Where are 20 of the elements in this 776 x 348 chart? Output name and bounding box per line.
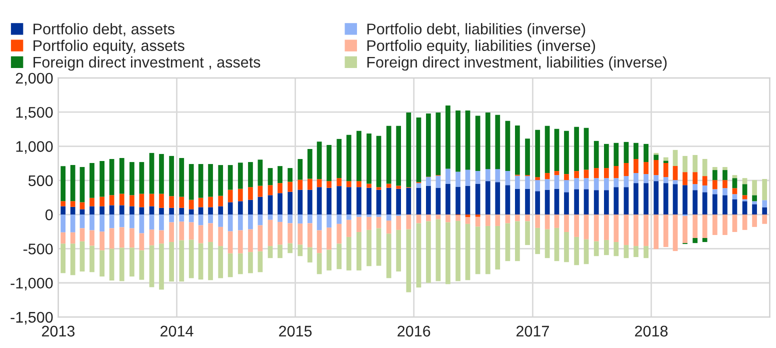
legend-label: Portfolio debt, liabilities (inverse) <box>367 23 586 38</box>
y-tick-label: 1,000 <box>16 141 53 154</box>
x-tick-label: 2017 <box>516 326 549 337</box>
legend-label: Portfolio equity, assets <box>34 40 184 54</box>
x-tick-label: 2014 <box>160 326 194 337</box>
x-tick-label: 2018 <box>635 326 668 337</box>
y-tick-label: 2,000 <box>16 72 53 86</box>
legend-label: Foreign direct investment, liabilities (inverse) <box>367 56 667 71</box>
y-tick-label: -500 <box>23 244 53 254</box>
y-tick-label: -1,000 <box>10 278 53 290</box>
y-tick-label: 1,500 <box>16 106 53 120</box>
x-tick-label: 2015 <box>279 326 312 337</box>
legend-label: Portfolio debt, assets <box>34 23 174 36</box>
legend-label: Portfolio equity, liabilities (inverse) <box>367 40 596 54</box>
x-tick-label: 2016 <box>398 326 430 337</box>
x-tick-label: 2013 <box>42 326 75 337</box>
y-tick-label: -1,500 <box>10 312 53 325</box>
y-tick-label: 500 <box>28 175 53 186</box>
y-tick-label: 0 <box>45 209 53 220</box>
legend-label: Foreign direct investment , assets <box>34 56 260 71</box>
